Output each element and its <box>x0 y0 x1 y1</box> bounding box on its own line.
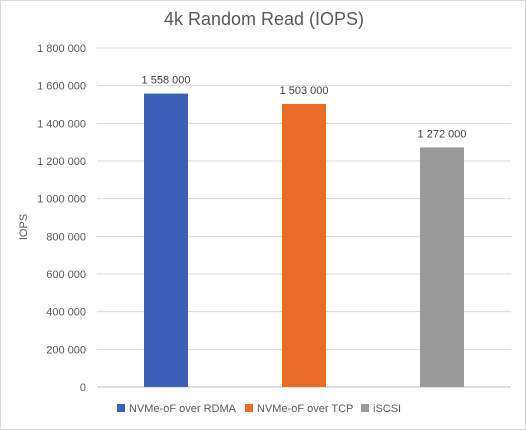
y-axis-ticks: 0 200 000 400 000 600 000 800 000 1 000 000 1 … <box>37 43 86 394</box>
data-labels: 1 558 000 1 503 000 1 272 000 <box>142 75 467 141</box>
y-tick-label: 1 400 000 <box>37 118 86 130</box>
chart-title: 4k Random Read (IOPS) <box>164 9 364 29</box>
bar-nvme-of-over-tcp <box>282 103 326 387</box>
data-label: 1 503 000 <box>280 85 329 97</box>
legend-swatch <box>361 404 369 412</box>
y-tick-label: 1 000 000 <box>37 194 86 206</box>
bar-iscsi <box>420 147 464 387</box>
bars <box>144 93 464 388</box>
legend-label: NVMe-oF over TCP <box>257 403 353 415</box>
legend: NVMe-oF over RDMA NVMe-oF over TCP iSCSI <box>117 403 401 415</box>
data-label: 1 272 000 <box>418 128 467 140</box>
legend-label: NVMe-oF over RDMA <box>129 403 237 415</box>
y-tick-label: 200 000 <box>46 344 86 356</box>
y-tick-label: 400 000 <box>46 307 86 319</box>
y-tick-label: 600 000 <box>46 269 86 281</box>
bar-nvme-of-over-rdma <box>144 93 188 388</box>
y-tick-label: 0 <box>80 382 86 394</box>
y-tick-label: 800 000 <box>46 231 86 243</box>
data-label: 1 558 000 <box>142 75 191 87</box>
y-tick-label: 1 200 000 <box>37 156 86 168</box>
y-tick-label: 1 600 000 <box>37 81 86 93</box>
y-tick-label: 1 800 000 <box>37 43 86 55</box>
legend-swatch <box>245 404 253 412</box>
legend-label: iSCSI <box>373 403 401 415</box>
y-axis-title: IOPS <box>18 214 30 240</box>
legend-swatch <box>117 404 125 412</box>
